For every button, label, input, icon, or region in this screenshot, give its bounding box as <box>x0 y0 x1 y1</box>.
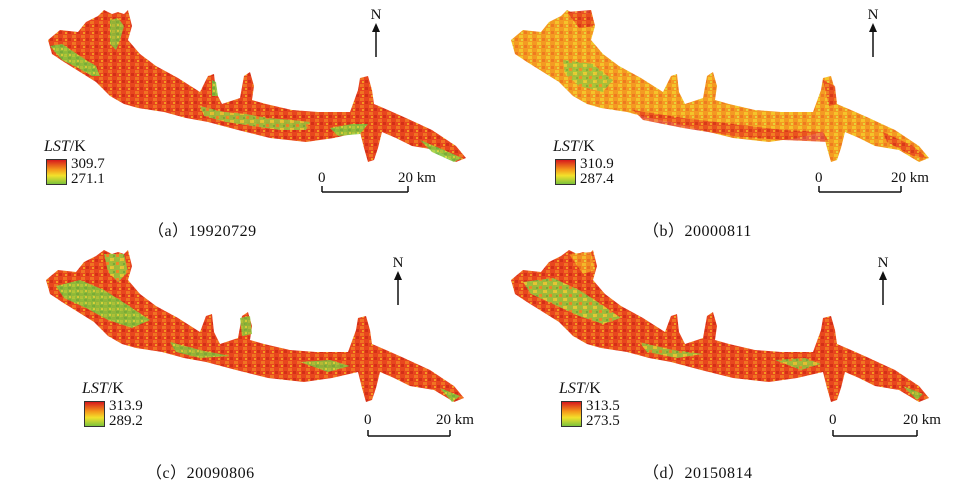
lst-legend-unit: /K <box>584 380 601 397</box>
lst-max-value: 313.9 <box>109 398 143 414</box>
north-arrow: N <box>863 8 883 62</box>
lst-legend-title: LST <box>559 380 585 397</box>
scale-distance-label: 20 km <box>891 170 929 186</box>
map-panel-a: N LST/K 309.7 271.1 0 20 km （a）19920729 <box>0 0 483 242</box>
lst-max-value: 310.9 <box>580 156 614 172</box>
lst-map-c <box>46 250 464 402</box>
caption-date: 20000811 <box>684 223 752 240</box>
lst-min-value: 273.5 <box>586 413 620 429</box>
caption-letter: （c） <box>146 465 187 482</box>
north-label: N <box>370 7 382 23</box>
lst-color-ramp <box>46 159 67 185</box>
lst-map-d <box>511 250 929 402</box>
caption-letter: （a） <box>148 223 189 240</box>
north-label: N <box>867 7 879 23</box>
lst-color-ramp <box>555 159 576 185</box>
map-panel-d: N LST/K 313.5 273.5 0 20 km （d）20150814 <box>483 242 966 484</box>
scale-zero-label: 0 <box>364 412 372 428</box>
scale-distance-label: 20 km <box>398 170 436 186</box>
caption-date: 20150814 <box>684 465 753 482</box>
north-arrow: N <box>873 256 893 310</box>
lst-max-value: 309.7 <box>71 156 105 172</box>
caption-date: 19920729 <box>188 223 257 240</box>
lst-min-value: 287.4 <box>580 171 614 187</box>
caption-letter: （d） <box>643 465 685 482</box>
north-arrow-icon <box>372 23 380 57</box>
caption-b: （b）20000811 <box>643 217 752 241</box>
north-label: N <box>392 255 404 271</box>
caption-date: 20090806 <box>186 465 255 482</box>
lst-map-a <box>48 10 466 162</box>
scale-zero-label: 0 <box>815 170 823 186</box>
lst-map-b <box>511 10 929 162</box>
lst-color-ramp <box>561 401 582 427</box>
map-panel-c: N LST/K 313.9 289.2 0 20 km （c）20090806 <box>0 242 483 484</box>
scale-zero-label: 0 <box>829 412 837 428</box>
caption-c: （c）20090806 <box>146 459 255 483</box>
north-arrow: N <box>366 8 386 62</box>
north-label: N <box>877 255 889 271</box>
lst-max-value: 313.5 <box>586 398 620 414</box>
lst-legend-title: LST <box>553 138 579 155</box>
caption-letter: （b） <box>643 223 685 240</box>
north-arrow: N <box>388 256 408 310</box>
lst-legend-title: LST <box>44 138 70 155</box>
scale-distance-label: 20 km <box>903 412 941 428</box>
scale-bar-line <box>832 430 918 437</box>
scale-distance-label: 20 km <box>436 412 474 428</box>
map-panel-b: N LST/K 310.9 287.4 0 20 km （b）20000811 <box>483 0 966 242</box>
north-arrow-icon <box>394 271 402 305</box>
lst-legend-unit: /K <box>107 380 124 397</box>
lst-legend-unit: /K <box>69 138 86 155</box>
lst-min-value: 271.1 <box>71 171 105 187</box>
lst-legend-title: LST <box>82 380 108 397</box>
lst-legend-unit: /K <box>578 138 595 155</box>
north-arrow-icon <box>879 271 887 305</box>
lst-color-ramp <box>84 401 105 427</box>
scale-bar-line <box>367 430 451 437</box>
caption-a: （a）19920729 <box>148 217 257 241</box>
north-arrow-icon <box>869 23 877 57</box>
caption-d: （d）20150814 <box>643 459 753 483</box>
lst-min-value: 289.2 <box>109 413 143 429</box>
scale-bar-line <box>321 186 409 193</box>
scale-zero-label: 0 <box>318 170 326 186</box>
scale-bar-line <box>818 186 902 193</box>
